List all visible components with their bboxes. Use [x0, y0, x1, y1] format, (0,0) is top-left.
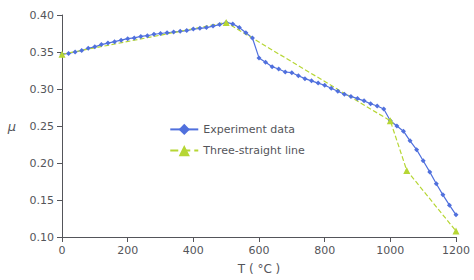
svg-text:0.20: 0.20	[30, 157, 55, 170]
svg-text:0.10: 0.10	[30, 231, 55, 244]
svg-text:0.40: 0.40	[30, 9, 55, 22]
svg-text:0.35: 0.35	[30, 46, 55, 59]
svg-text:0.15: 0.15	[30, 194, 55, 207]
svg-text:0.25: 0.25	[30, 120, 55, 133]
svg-text:μ: μ	[7, 119, 16, 134]
svg-text:0.30: 0.30	[30, 83, 55, 96]
svg-text:600: 600	[249, 244, 270, 257]
svg-text:1000: 1000	[376, 244, 404, 257]
svg-text:Experiment data: Experiment data	[203, 123, 295, 136]
svg-text:400: 400	[183, 244, 204, 257]
svg-text:800: 800	[314, 244, 335, 257]
svg-text:1200: 1200	[442, 244, 470, 257]
svg-text:200: 200	[117, 244, 138, 257]
svg-text:Three-straight line: Three-straight line	[202, 144, 305, 157]
svg-text:0: 0	[59, 244, 66, 257]
svg-text:T ( °C ): T ( °C )	[237, 262, 281, 276]
